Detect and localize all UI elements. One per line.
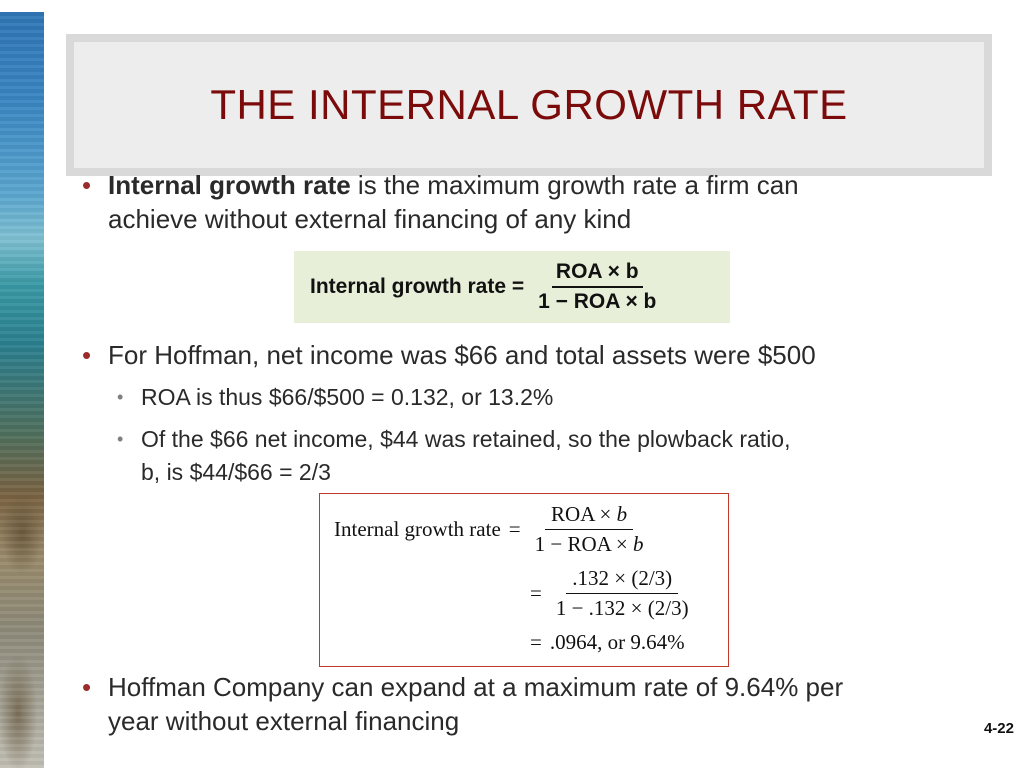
- num1-text: ROA ×: [551, 502, 617, 526]
- title-frame: THE INTERNAL GROWTH RATE: [66, 34, 992, 176]
- formula-box-general: Internal growth rate = ROA × b 1 − ROA ×…: [294, 251, 730, 323]
- formula2-fraction-1: ROA × b 1 − ROA × b: [529, 502, 650, 557]
- bullet-text: is the maximum growth rate a firm can: [350, 170, 799, 200]
- den1-text: 1 − ROA ×: [534, 532, 633, 556]
- formula2-result: .0964, or 9.64%: [549, 630, 685, 654]
- bullet-text: For Hoffman, net income was $66 and tota…: [108, 340, 816, 370]
- bullet-dot: •: [82, 340, 92, 370]
- sub-bullet-roa: • ROA is thus $66/$500 = 0.132, or 13.2%: [117, 381, 981, 414]
- formula-fraction: ROA × b 1 − ROA × b: [534, 260, 660, 314]
- equals-sign: =: [530, 630, 542, 654]
- formula2-fraction-2: .132 × (2/3) 1 − .132 × (2/3): [550, 566, 695, 621]
- bullet-text-line1: Hoffman Company can expand at a maximum …: [108, 672, 844, 702]
- sub-bullet-dot: •: [117, 429, 124, 449]
- bullet-text-line2: achieve without external financing of an…: [108, 204, 632, 234]
- bullet-hoffman-data: • For Hoffman, net income was $66 and to…: [82, 338, 988, 372]
- side-photo-strip: [0, 12, 44, 768]
- formula-row-3: = .0964, or 9.64%: [530, 630, 685, 655]
- bullet-text-line2: year without external financing: [108, 706, 460, 736]
- sub-bullet-text-line1: Of the $66 net income, $44 was retained,…: [141, 426, 791, 452]
- equals-sign: =: [508, 517, 521, 541]
- page-number: 4-22: [983, 720, 1014, 737]
- bullet-dot: •: [82, 170, 92, 200]
- formula-lhs: Internal growth rate =: [310, 275, 525, 298]
- formula-row-2: = .132 × (2/3) 1 − .132 × (2/3): [530, 566, 695, 621]
- num1-var: b: [616, 502, 628, 526]
- formula2-numerator-2: .132 × (2/3): [566, 566, 679, 594]
- formula2-lhs: Internal growth rate: [334, 517, 501, 541]
- bullet-dot: •: [82, 672, 92, 702]
- formula-box-hoffman: Internal growth rate = ROA × b 1 − ROA ×…: [319, 493, 729, 667]
- sub-bullet-text: ROA is thus $66/$500 = 0.132, or 13.2%: [141, 384, 554, 410]
- sub-bullet-dot: •: [117, 387, 124, 407]
- bullet-internal-growth-rate: • Internal growth rate is the maximum gr…: [82, 168, 988, 236]
- formula2-denominator-1: 1 − ROA × b: [529, 530, 650, 557]
- sub-bullet-text-line2: b, is $44/$66 = 2/3: [141, 459, 331, 485]
- equals-sign: =: [530, 581, 542, 605]
- slide-title: THE INTERNAL GROWTH RATE: [210, 81, 848, 128]
- formula2-numerator-1: ROA × b: [545, 502, 634, 530]
- sub-bullet-plowback: • Of the $66 net income, $44 was retaine…: [117, 423, 981, 489]
- formula2-denominator-2: 1 − .132 × (2/3): [555, 596, 689, 620]
- bullet-conclusion: • Hoffman Company can expand at a maximu…: [82, 670, 968, 738]
- formula-numerator: ROA × b: [551, 260, 643, 288]
- formula-row-1: Internal growth rate = ROA × b 1 − ROA ×…: [334, 502, 649, 557]
- title-panel: THE INTERNAL GROWTH RATE: [74, 42, 984, 168]
- den1-var: b: [632, 532, 644, 556]
- formula-denominator: 1 − ROA × b: [538, 290, 657, 313]
- bullet-term: Internal growth rate: [108, 170, 351, 200]
